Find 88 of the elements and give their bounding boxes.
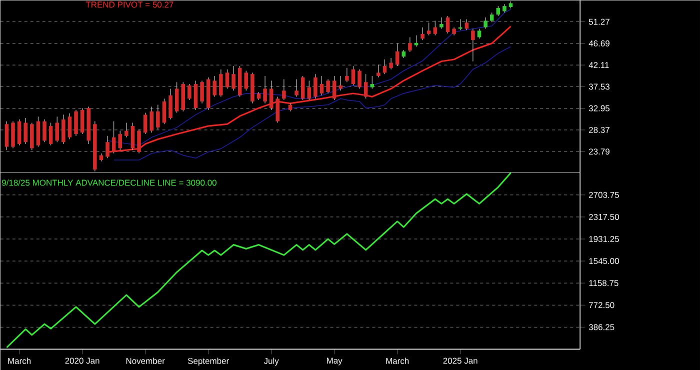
y-tick-label: 772.50: [589, 302, 614, 308]
y-tick-label: 32.95: [588, 105, 610, 112]
candlestick: [232, 66, 236, 91]
y-tick-label: 2317.50: [589, 214, 619, 220]
candlestick: [395, 42, 400, 66]
candlestick: [420, 26, 424, 40]
candlestick: [294, 78, 298, 97]
candlestick: [188, 84, 192, 100]
y-tick-label: 42.11: [588, 62, 609, 68]
candlestick: [150, 106, 154, 133]
candlestick: [332, 76, 336, 100]
x-tick-label: September: [188, 358, 229, 366]
candlestick: [55, 116, 60, 142]
candlestick: [389, 58, 393, 70]
candlestick: [124, 122, 128, 138]
candlestick: [168, 88, 172, 120]
y-tick-label: 1545.00: [589, 258, 619, 264]
candlestick: [68, 112, 72, 140]
candlestick: [200, 80, 204, 104]
candlestick: [496, 6, 500, 16]
candlestick: [314, 74, 318, 99]
candlestick: [42, 119, 46, 142]
candlestick: [484, 17, 488, 29]
candlestick: [74, 110, 78, 136]
candlestick: [440, 17, 444, 29]
candlestick: [137, 128, 141, 154]
candlestick: [174, 82, 179, 113]
candlestick: [106, 136, 110, 158]
candlestick: [414, 34, 418, 47]
candlestick: [212, 76, 217, 97]
candlestick: [62, 114, 66, 144]
candlestick: [370, 76, 374, 89]
candlestick: [307, 80, 312, 100]
candlestick: [4, 120, 9, 150]
candlestick: [162, 98, 166, 124]
x-tick-label: March: [386, 358, 409, 364]
x-tick-label: May: [327, 358, 342, 366]
candlestick: [358, 68, 362, 89]
candlestick: [382, 59, 387, 74]
candlestick: [433, 20, 438, 36]
candlestick: [112, 120, 116, 154]
y-tick-label: 23.79: [589, 148, 610, 154]
line-series: [113, 46, 512, 160]
y-tick-label: 1931.25: [589, 236, 619, 242]
x-tick-label: November: [126, 358, 165, 364]
candlestick: [326, 78, 330, 94]
candlestick: [364, 74, 368, 99]
candlestick: [219, 68, 223, 97]
candlestick: [490, 12, 494, 22]
x-tick-label: 2020 Jan: [65, 358, 100, 364]
x-tick-label: 2025 Jan: [443, 358, 478, 364]
candlestick: [320, 76, 324, 96]
candlestick: [376, 64, 380, 78]
candlestick: [80, 108, 84, 134]
candlestick: [130, 122, 135, 150]
y-tick-label: 28.37: [589, 126, 610, 133]
candlestick: [282, 78, 286, 100]
candlestick: [351, 66, 356, 86]
candlestick: [118, 130, 122, 150]
candlestick: [143, 112, 148, 134]
candlestick: [276, 96, 280, 123]
candlestick: [471, 28, 475, 62]
candlestick: [446, 16, 450, 34]
candlestick: [24, 118, 28, 144]
y-tick-label: 1158.75: [589, 280, 618, 286]
candlestick: [408, 36, 412, 52]
candlestick: [156, 104, 160, 130]
y-tick-label: 51.27: [588, 18, 610, 25]
candlestick: [244, 70, 248, 91]
y-tick-label: 386.25: [588, 324, 614, 330]
line-series: [107, 8, 512, 146]
text: TREND PIVOT = 50.27: [86, 2, 174, 8]
candlestick: [300, 76, 305, 100]
y-tick-label: 46.69: [588, 40, 610, 46]
text: 9/18/25 MONTHLY ADVANCE/DECLINE LINE = 3090.00: [2, 179, 216, 186]
y-tick-label: 37.53: [588, 84, 610, 90]
y-tick-label: 2703.75: [589, 192, 619, 198]
candlestick: [477, 28, 482, 39]
x-tick-label: March: [8, 358, 31, 364]
candlestick: [225, 68, 230, 89]
candlestick: [48, 122, 53, 146]
candlestick: [426, 22, 431, 36]
candlestick: [345, 68, 349, 82]
candlestick: [464, 18, 469, 30]
candlestick: [17, 119, 22, 146]
candlestick: [269, 80, 274, 110]
candlestick: [263, 76, 267, 104]
x-tick-label: July: [264, 358, 279, 366]
